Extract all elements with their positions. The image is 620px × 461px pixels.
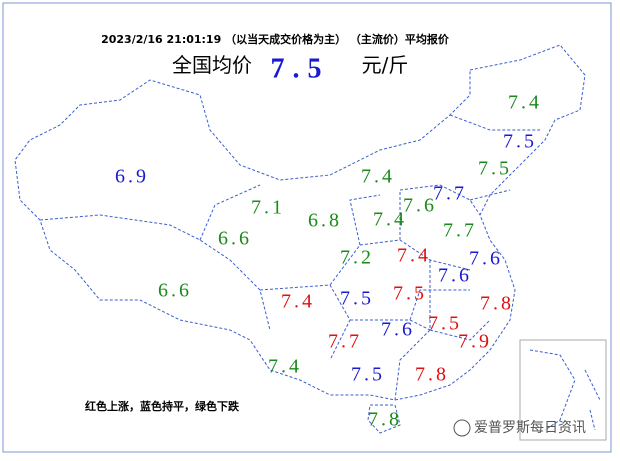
legend: 红色上涨，蓝色持平，绿色下跌 xyxy=(85,399,240,413)
region-price: 6.9 xyxy=(115,166,149,188)
region-price: 7.6 xyxy=(438,265,472,287)
region-price: 6.8 xyxy=(308,210,342,232)
region-labels: 7.47.57.56.9 7.47.77.16.8 7.47.66.6 7.77.2 7… xyxy=(115,92,542,431)
region-price: 7.4 xyxy=(397,245,431,267)
region-price: 7.5 xyxy=(478,158,512,180)
region-price: 7.8 xyxy=(480,293,514,315)
region-price: 7.6 xyxy=(381,319,415,341)
region-price: 6.6 xyxy=(218,228,252,250)
region-price: 7.1 xyxy=(251,197,285,219)
region-price: 7.2 xyxy=(340,247,374,269)
region-price: 7.6 xyxy=(469,248,503,270)
region-price: 7.4 xyxy=(268,356,302,378)
region-price: 7.6 xyxy=(403,195,437,217)
national-value: 7.5 xyxy=(271,53,330,84)
watermark-icon xyxy=(453,419,471,437)
national-label: 全国均价 xyxy=(172,53,252,77)
region-price: 7.5 xyxy=(393,283,427,305)
region-price: 7.5 xyxy=(340,288,374,310)
region-price: 7.9 xyxy=(458,331,492,353)
region-price: 7.4 xyxy=(361,166,395,188)
watermark: 爱普罗斯每日资讯 xyxy=(474,420,586,436)
region-price: 7.5 xyxy=(428,313,462,335)
region-price: 6.6 xyxy=(158,280,192,302)
region-price: 7.8 xyxy=(415,364,449,386)
region-price: 7.5 xyxy=(503,131,537,153)
region-price: 7.8 xyxy=(368,409,402,431)
china-map xyxy=(14,44,586,434)
region-price: 7.7 xyxy=(433,183,467,205)
region-price: 7.5 xyxy=(351,364,385,386)
region-price: 7.4 xyxy=(508,92,542,114)
region-price: 7.4 xyxy=(281,291,315,313)
region-price: 7.4 xyxy=(373,209,407,231)
region-price: 7.7 xyxy=(328,331,362,353)
frame xyxy=(2,2,612,453)
unit: 元/斤 xyxy=(362,53,409,77)
inset-map xyxy=(529,349,601,431)
inset-box xyxy=(519,339,607,441)
region-price: 7.7 xyxy=(443,220,477,242)
timestamp: 2023/2/16 21:01:19 （以当天成交价格为主） （主流价）平均报价 xyxy=(101,32,450,46)
